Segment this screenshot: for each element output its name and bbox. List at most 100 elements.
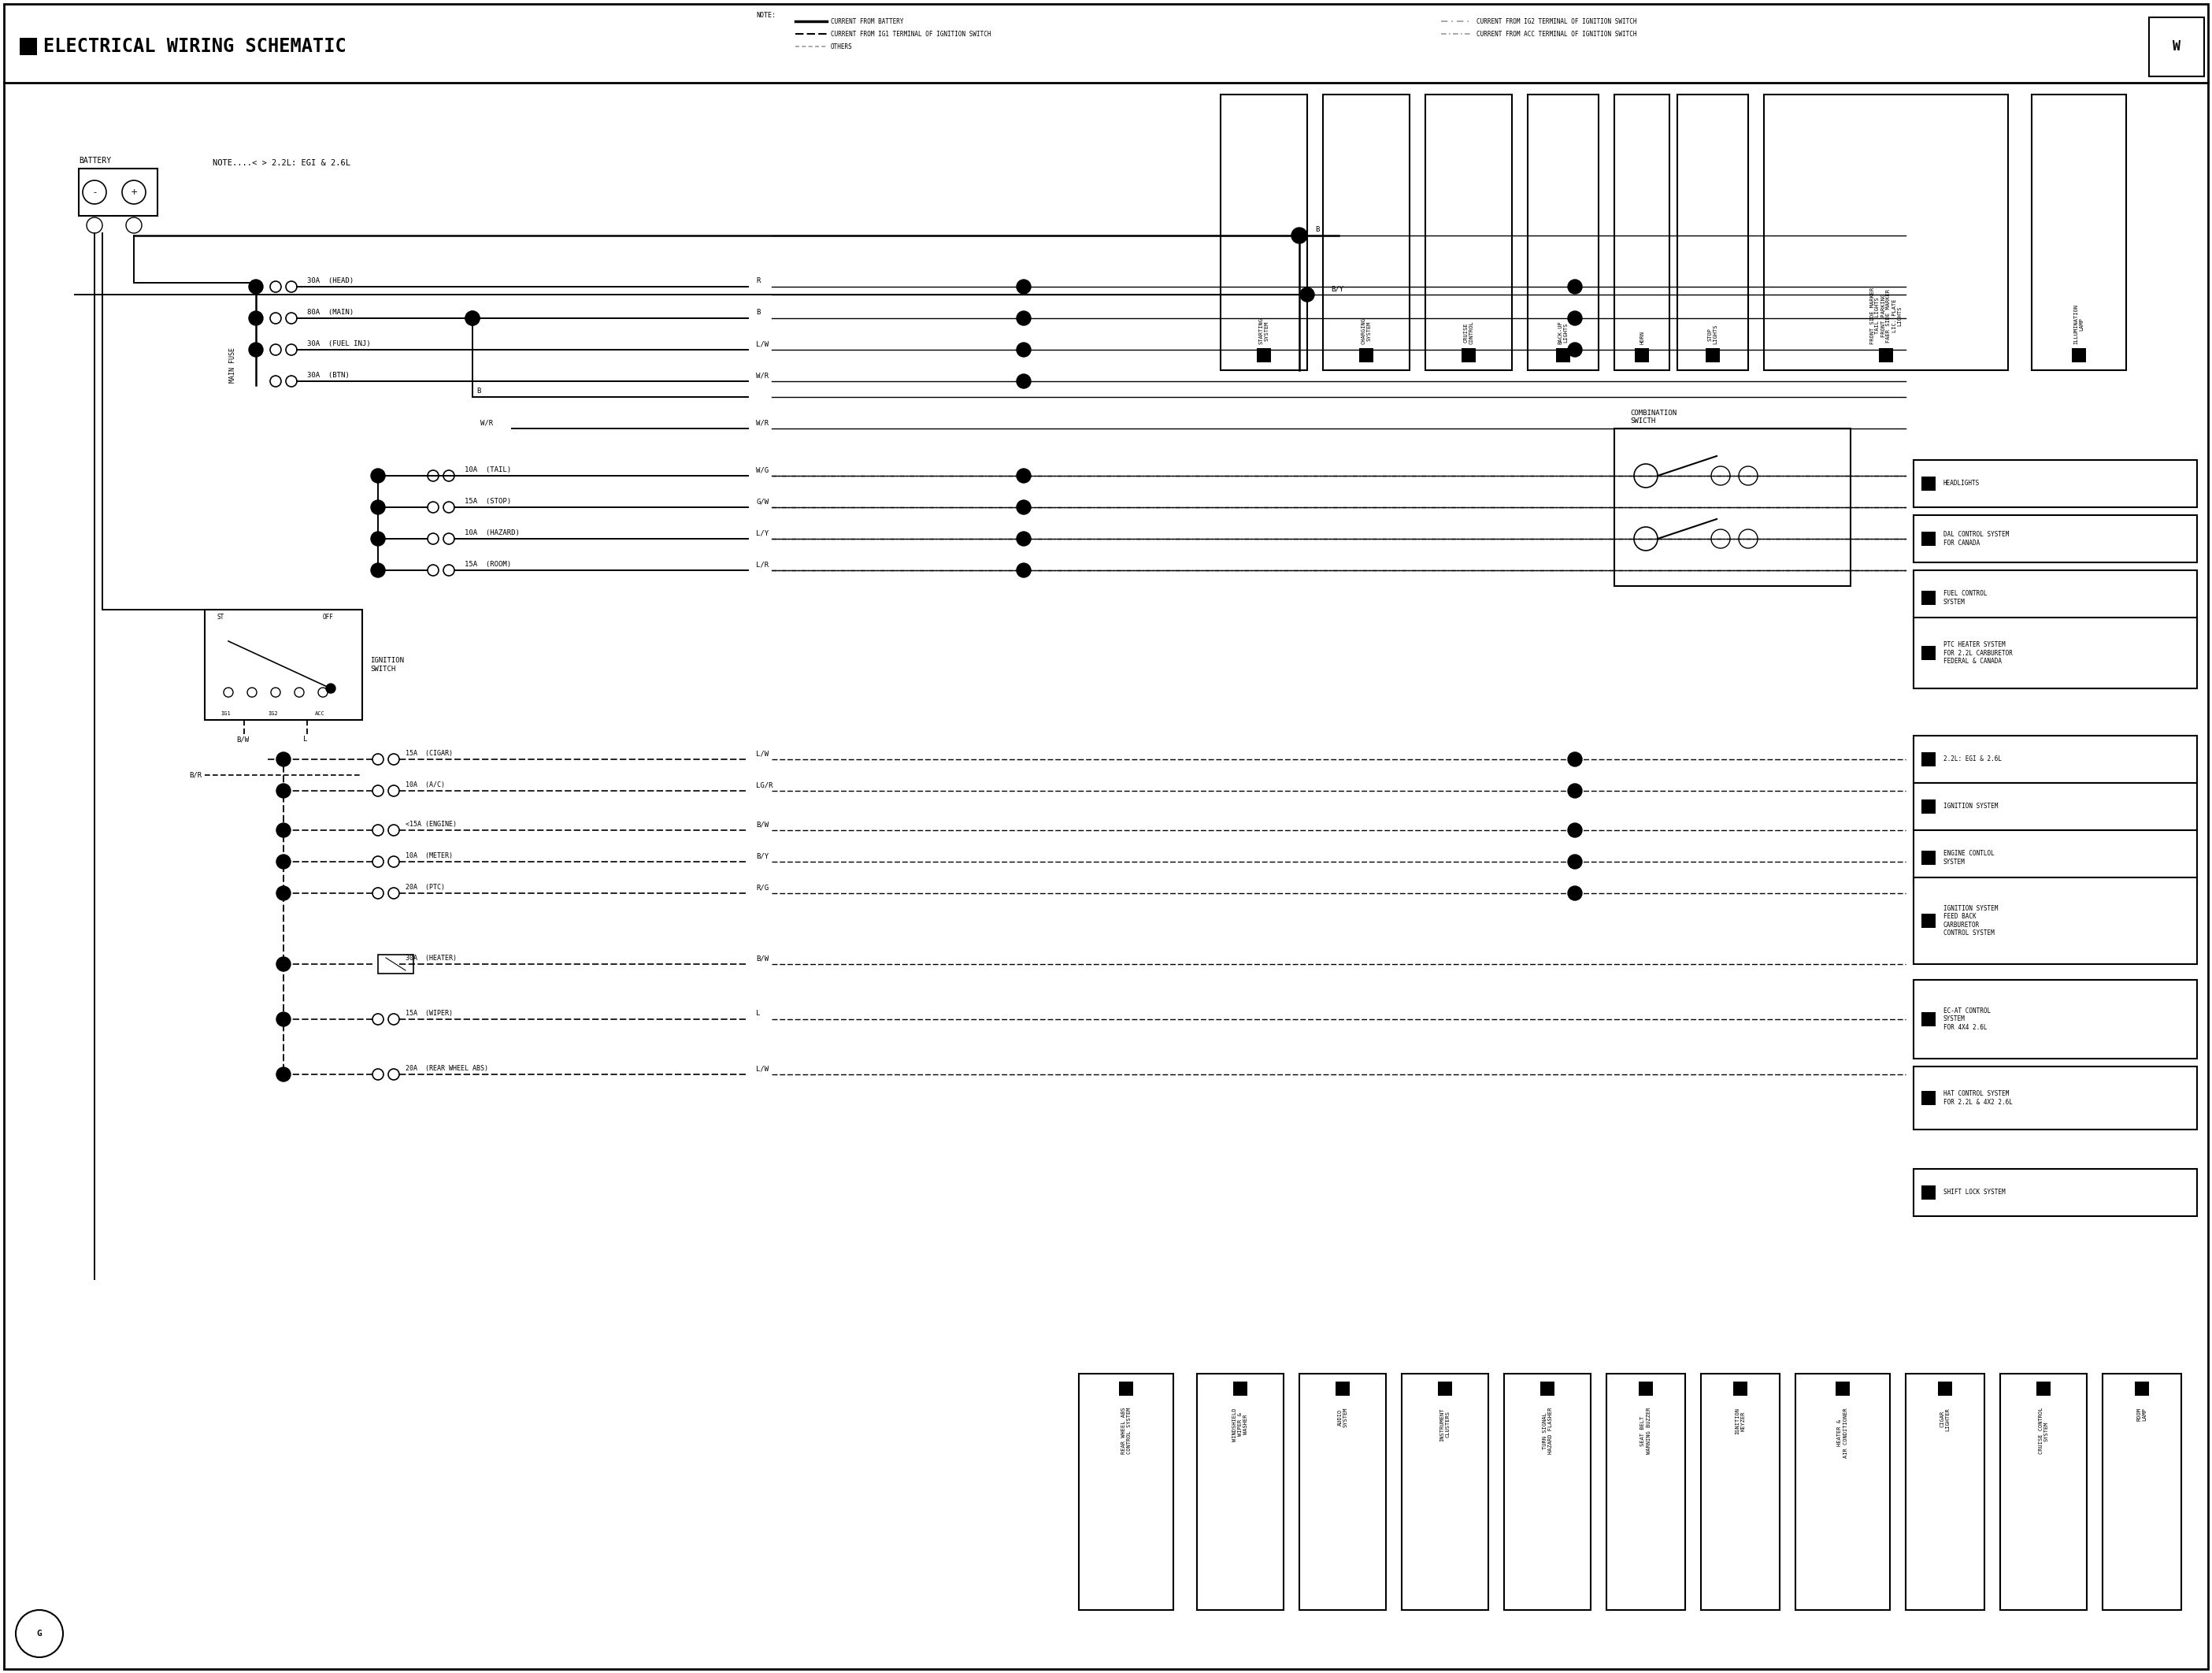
Text: +: + — [131, 189, 137, 196]
Bar — [1256, 348, 1272, 363]
Bar — [1336, 1382, 1349, 1395]
Circle shape — [276, 957, 290, 972]
Bar — [1922, 1012, 1936, 1026]
Circle shape — [1568, 783, 1582, 798]
Bar — [1462, 348, 1475, 363]
Bar — [1913, 980, 2197, 1059]
Bar — [2135, 1382, 2150, 1395]
Bar — [1615, 94, 1670, 370]
Text: HEADLIGHTS: HEADLIGHTS — [1944, 480, 1980, 487]
Circle shape — [248, 311, 263, 325]
Circle shape — [465, 311, 480, 325]
Circle shape — [465, 311, 480, 325]
Text: B: B — [1316, 226, 1318, 233]
Text: OFF: OFF — [323, 614, 334, 621]
Bar — [1298, 1374, 1387, 1609]
Text: REAR WHEEL ABS
CONTROL SYSTEM: REAR WHEEL ABS CONTROL SYSTEM — [1121, 1407, 1130, 1454]
Text: W/R: W/R — [480, 418, 493, 427]
Bar — [1913, 736, 2197, 783]
Circle shape — [1018, 564, 1031, 577]
Text: LG/R: LG/R — [757, 781, 772, 788]
Text: B/W: B/W — [757, 955, 768, 962]
Text: IG2: IG2 — [268, 711, 279, 716]
Text: 20A  (PTC): 20A (PTC) — [405, 883, 445, 890]
Text: HORN: HORN — [1639, 331, 1644, 345]
Text: HAT CONTROL SYSTEM
FOR 2.2L & 4X2 2.6L: HAT CONTROL SYSTEM FOR 2.2L & 4X2 2.6L — [1944, 1091, 2013, 1106]
Circle shape — [1018, 343, 1031, 356]
Circle shape — [276, 887, 290, 900]
Bar — [1922, 591, 1936, 606]
Text: CRUISE
CONTROL: CRUISE CONTROL — [1464, 321, 1473, 345]
Text: CIGAR
LIGHTER: CIGAR LIGHTER — [1940, 1407, 1951, 1430]
Text: EC-AT CONTROL
SYSTEM
FOR 4X4 2.6L: EC-AT CONTROL SYSTEM FOR 4X4 2.6L — [1944, 1007, 1991, 1031]
Text: TURN SIGNAL
HAZARD FLASHER: TURN SIGNAL HAZARD FLASHER — [1542, 1407, 1553, 1454]
Text: IG1: IG1 — [221, 711, 230, 716]
Bar — [1425, 94, 1513, 370]
Text: L: L — [303, 736, 307, 743]
Circle shape — [1018, 311, 1031, 325]
Text: L/W: L/W — [757, 750, 768, 756]
Text: PTC HEATER SYSTEM
FOR 2.2L CARBURETOR
FEDERAL & CANADA: PTC HEATER SYSTEM FOR 2.2L CARBURETOR FE… — [1944, 641, 2013, 664]
Circle shape — [1568, 753, 1582, 766]
Circle shape — [372, 532, 385, 545]
Bar — [1922, 913, 1936, 929]
Circle shape — [1018, 375, 1031, 388]
Circle shape — [372, 500, 385, 514]
Bar — [2031, 94, 2126, 370]
Text: W/G: W/G — [757, 467, 768, 473]
Bar — [1232, 1382, 1248, 1395]
Bar — [1639, 1382, 1652, 1395]
Bar — [1701, 1374, 1781, 1609]
Text: IGNITION
SWITCH: IGNITION SWITCH — [369, 657, 405, 673]
Circle shape — [276, 1012, 290, 1026]
Text: CURRENT FROM IG2 TERMINAL OF IGNITION SWITCH: CURRENT FROM IG2 TERMINAL OF IGNITION SW… — [1475, 18, 1637, 25]
Text: CURRENT FROM BATTERY: CURRENT FROM BATTERY — [832, 18, 905, 25]
Circle shape — [276, 823, 290, 836]
Circle shape — [1568, 823, 1582, 836]
Bar — [1734, 1382, 1747, 1395]
Text: B/Y: B/Y — [757, 852, 768, 860]
Bar — [1615, 428, 1851, 586]
Bar — [1540, 1382, 1555, 1395]
Text: IGNITION SYSTEM: IGNITION SYSTEM — [1944, 803, 1997, 810]
Bar — [2073, 348, 2086, 363]
Bar — [1913, 783, 2197, 830]
Text: 15A  (STOP): 15A (STOP) — [465, 499, 511, 505]
Bar — [1913, 515, 2197, 562]
Text: R: R — [757, 278, 761, 284]
Bar — [1504, 1374, 1590, 1609]
Text: 15A  (ROOM): 15A (ROOM) — [465, 560, 511, 567]
Circle shape — [1018, 279, 1031, 294]
Text: 10A  (HAZARD): 10A (HAZARD) — [465, 529, 520, 537]
Bar — [1878, 348, 1893, 363]
Text: 30A  (BTN): 30A (BTN) — [307, 371, 349, 378]
Bar — [1438, 1382, 1451, 1395]
Bar — [1938, 1382, 1953, 1395]
Bar — [1913, 617, 2197, 688]
Text: CHARGING
SYSTEM: CHARGING SYSTEM — [1360, 318, 1371, 345]
Text: NOTE....< > 2.2L: EGI & 2.6L: NOTE....< > 2.2L: EGI & 2.6L — [212, 159, 349, 167]
Text: ILLUMINATION
LAMP: ILLUMINATION LAMP — [2075, 304, 2084, 345]
Text: INSTRUMENT
CLUSTERS: INSTRUMENT CLUSTERS — [1440, 1407, 1451, 1440]
Text: W/R: W/R — [757, 418, 768, 427]
Text: ACC: ACC — [314, 711, 325, 716]
Text: STOP
LIGHTS: STOP LIGHTS — [1708, 325, 1719, 345]
Text: 15A  (WIPER): 15A (WIPER) — [405, 1010, 453, 1017]
Circle shape — [1568, 311, 1582, 325]
Bar — [1907, 1374, 1984, 1609]
Text: OTHERS: OTHERS — [832, 43, 852, 50]
Bar — [2000, 1374, 2086, 1609]
Circle shape — [276, 1067, 290, 1081]
Text: W: W — [2172, 40, 2181, 54]
Text: 30A  (HEAD): 30A (HEAD) — [307, 278, 354, 284]
Text: 10A  (TAIL): 10A (TAIL) — [465, 467, 511, 473]
Text: L/W: L/W — [757, 1066, 768, 1072]
Text: DAL CONTROL SYSTEM
FOR CANADA: DAL CONTROL SYSTEM FOR CANADA — [1944, 530, 2008, 547]
Text: BACK-UP
LIGHTS: BACK-UP LIGHTS — [1557, 321, 1568, 345]
Bar — [1705, 348, 1721, 363]
Circle shape — [1568, 279, 1582, 294]
Text: SEAT BELT
WARNING BUZZER: SEAT BELT WARNING BUZZER — [1641, 1407, 1650, 1454]
Text: 30A  (FUEL INJ): 30A (FUEL INJ) — [307, 340, 372, 348]
Text: -: - — [93, 189, 95, 196]
Bar — [1079, 1374, 1172, 1609]
